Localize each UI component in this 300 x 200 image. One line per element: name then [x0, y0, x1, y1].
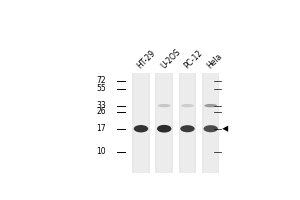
- Ellipse shape: [180, 125, 195, 132]
- Bar: [132, 73, 150, 173]
- Text: 72: 72: [97, 76, 106, 85]
- Text: HT-29: HT-29: [136, 48, 158, 70]
- Text: 26: 26: [97, 107, 106, 116]
- Bar: [202, 73, 219, 173]
- Ellipse shape: [157, 125, 171, 133]
- Text: PC-12: PC-12: [182, 48, 204, 70]
- Ellipse shape: [134, 125, 148, 132]
- Text: U-2OS: U-2OS: [159, 47, 182, 70]
- Bar: [158, 73, 171, 173]
- Bar: [181, 73, 194, 173]
- Ellipse shape: [204, 104, 217, 107]
- Polygon shape: [222, 126, 228, 132]
- Bar: [179, 73, 196, 173]
- Text: 55: 55: [96, 84, 106, 93]
- Bar: [204, 73, 218, 173]
- Ellipse shape: [203, 125, 218, 132]
- Ellipse shape: [181, 104, 194, 107]
- Ellipse shape: [158, 104, 171, 107]
- Text: 17: 17: [97, 124, 106, 133]
- Bar: [155, 73, 173, 173]
- Text: Hela: Hela: [206, 52, 224, 70]
- Text: 33: 33: [96, 101, 106, 110]
- Text: 10: 10: [97, 147, 106, 156]
- Bar: [134, 73, 148, 173]
